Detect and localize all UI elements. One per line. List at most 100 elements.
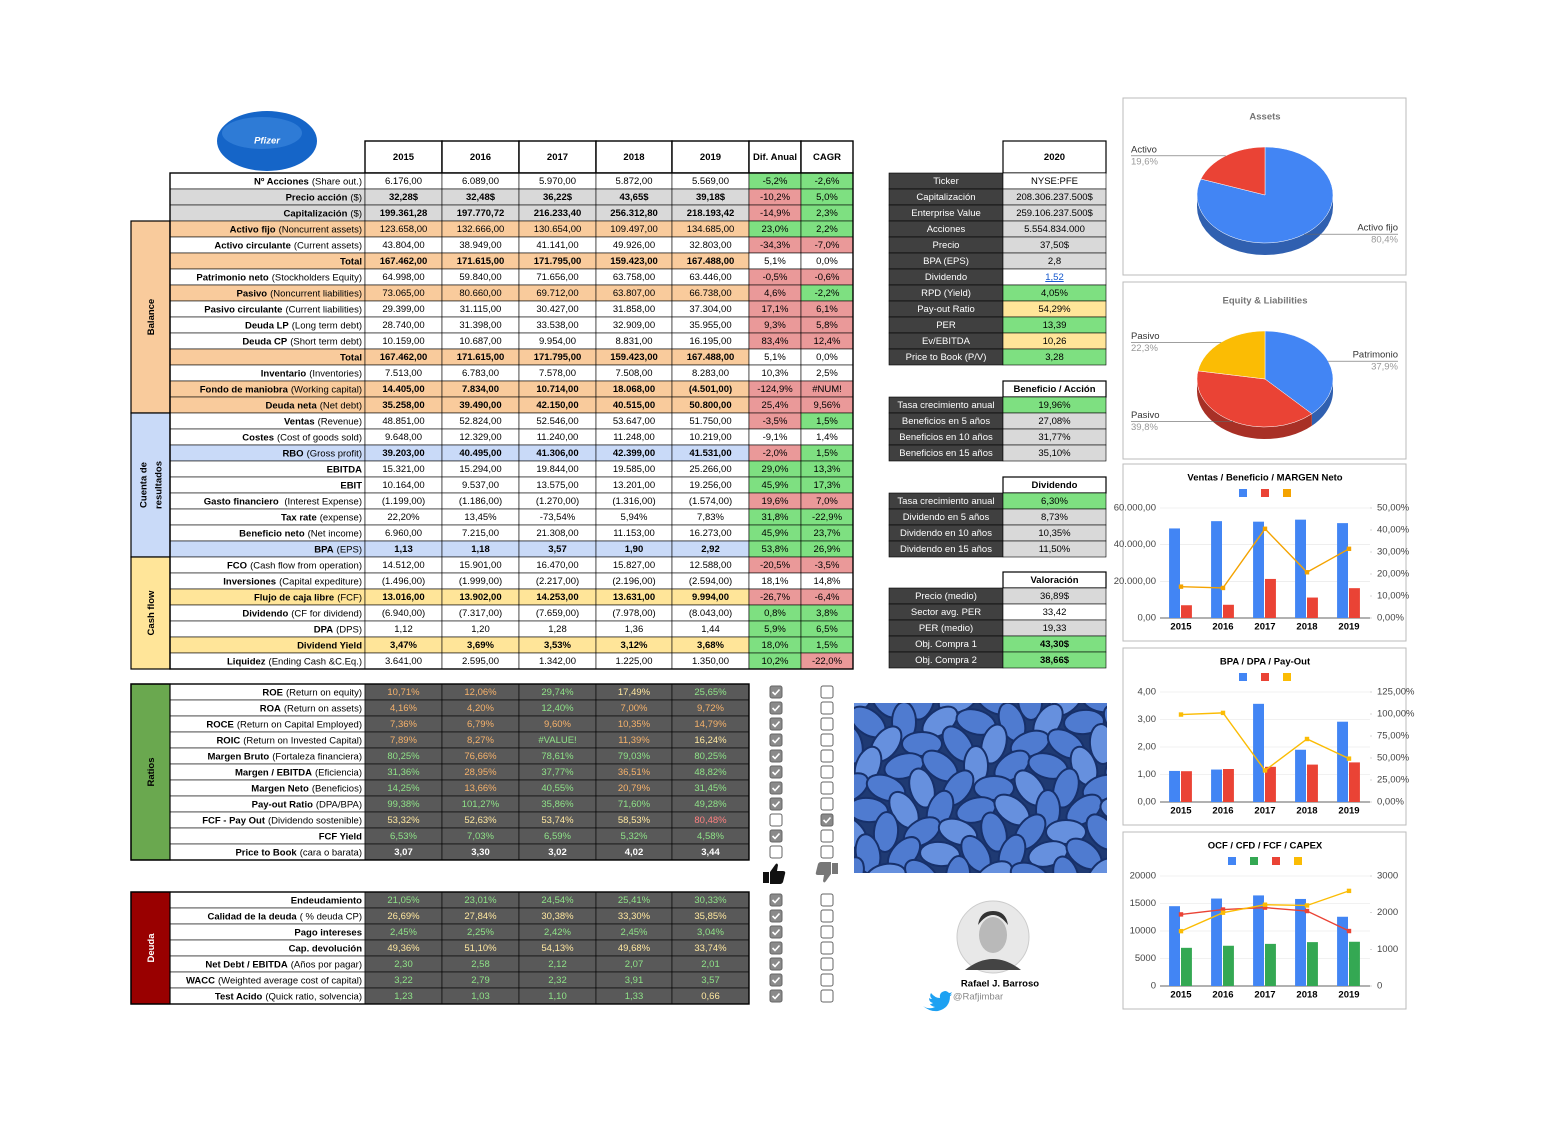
cell-text: Dividendo en 5 años — [903, 512, 990, 523]
cell-text: 4,05% — [1041, 288, 1068, 299]
cell-text: -14,9% — [760, 208, 791, 219]
pie-value-label: 19,6% — [1131, 156, 1158, 167]
pie-label: Activo fijo — [1357, 223, 1398, 234]
cell-text: Capitalización — [916, 192, 975, 203]
cell-text: 80.660,00 — [459, 288, 501, 299]
cell-text: 1,33 — [625, 991, 644, 1002]
cell-text: 171.615,00 — [457, 256, 505, 267]
cell-text: 8.831,00 — [616, 336, 653, 347]
label-note: (Dividendo sostenible) — [268, 815, 362, 826]
line-marker — [1262, 905, 1268, 910]
label-main: Gasto financiero — [204, 496, 279, 507]
cell-text: 7,36% — [390, 719, 417, 730]
cell-text: 40.495,00 — [459, 448, 501, 459]
cell-text: -6,4% — [815, 592, 840, 603]
bar — [1169, 770, 1180, 802]
cell-text: 2,79 — [471, 975, 490, 986]
cell-text: 99,38% — [387, 799, 420, 810]
y2-tick-label: 40,00% — [1377, 525, 1410, 536]
table-border — [169, 172, 854, 670]
checkmark — [771, 736, 781, 744]
cell-text: 23,7% — [814, 528, 841, 539]
y-tick-label: 5000 — [1135, 953, 1156, 964]
row-label: Fondo de maniobra (Working capital) — [200, 384, 362, 395]
cell-text: 43,65$ — [619, 192, 649, 203]
label-main: FCF Yield — [319, 831, 362, 842]
header-text: 2020 — [1044, 152, 1065, 163]
x-tick-label: 2015 — [1170, 806, 1192, 817]
cell-text: 8,27% — [467, 735, 494, 746]
label-note: (Return on Invested Capital) — [243, 735, 362, 746]
y2-tick-label: 0 — [1377, 981, 1382, 992]
twitter-icon[interactable] — [923, 991, 952, 1012]
section-label-line: Deuda — [146, 933, 157, 963]
bar — [1181, 605, 1192, 618]
cell-text: 2,58 — [471, 959, 490, 970]
cell-text: -124,9% — [757, 384, 793, 395]
y2-tick-label: 3000 — [1377, 871, 1398, 882]
pie-label: Pasivo — [1131, 331, 1160, 342]
row-label: Beneficio neto (Net income) — [239, 528, 362, 539]
label-note: ($) — [350, 192, 362, 203]
checkbox — [820, 749, 834, 763]
cell-text: 48.851,00 — [382, 416, 424, 427]
legend-swatch — [1294, 857, 1302, 865]
cell-text: 2.595,00 — [462, 656, 499, 667]
chart-title: Assets — [1249, 112, 1280, 123]
cell-text: Acciones — [927, 224, 966, 235]
y-tick-label: 60.000,00 — [1114, 503, 1156, 514]
x-tick-label: 2016 — [1212, 622, 1233, 633]
label-main: EBITDA — [327, 464, 363, 475]
cell-text: 42.399,00 — [613, 448, 655, 459]
label-note: (Stockholders Equity) — [272, 272, 362, 283]
bar — [1349, 588, 1360, 618]
cell-text: Tasa crecimiento anual — [897, 496, 994, 507]
label-main: Net Debt / EBITDA — [205, 959, 287, 970]
label-note: (EPS) — [337, 544, 362, 555]
cell-text: 3.641,00 — [385, 656, 422, 667]
cell-text: -34,3% — [760, 240, 791, 251]
cell-text: 13,45% — [464, 512, 497, 523]
cell-text: 6,59% — [544, 831, 571, 842]
legend-swatch — [1250, 857, 1258, 865]
cell-text: 10,2% — [762, 656, 789, 667]
cell-text: 13.201,00 — [613, 480, 655, 491]
pie-slice — [1197, 330, 1266, 380]
cell-text: 109.497,00 — [610, 224, 658, 235]
cell-text: 5.569,00 — [692, 176, 729, 187]
checkbox — [769, 893, 783, 907]
label-main: Dividend Yield — [297, 640, 362, 651]
cell-text: 33,74% — [694, 943, 727, 954]
thumbs-up-icon — [763, 863, 786, 884]
legend-swatch — [1228, 857, 1236, 865]
cell-text: 53,32% — [387, 815, 420, 826]
cell-text: BPA (EPS) — [923, 256, 969, 267]
x-tick-label: 2017 — [1254, 806, 1275, 817]
cell — [1002, 444, 1107, 462]
y2-tick-label: 50,00% — [1377, 753, 1410, 764]
twitter-bird[interactable] — [923, 991, 952, 1012]
logo-text: Pfizer — [254, 136, 281, 147]
row-label: Flujo de caja libre (FCF) — [254, 592, 362, 603]
cell-text: 1,23 — [394, 991, 413, 1002]
pie-side — [1311, 379, 1333, 426]
label-main: Total — [340, 256, 362, 267]
cell-text: (6.940,00) — [382, 608, 425, 619]
checkbox — [820, 925, 834, 939]
checkmark — [771, 688, 781, 696]
label-cell — [169, 252, 366, 270]
section-label: Cash flow — [146, 590, 157, 635]
cell-text: 3,57 — [701, 975, 720, 986]
label-note: (Noncurrent assets) — [279, 224, 362, 235]
cell-text: 69.712,00 — [536, 288, 578, 299]
cell-text: 16.195,00 — [689, 336, 731, 347]
label-note: (Working capital) — [291, 384, 362, 395]
checkmark — [771, 976, 781, 984]
cell-text: (1.574,00) — [689, 496, 732, 507]
cell-text: 18,0% — [762, 640, 789, 651]
cell-text: 31,8% — [762, 512, 789, 523]
x-tick-label: 2018 — [1296, 622, 1317, 633]
x-tick-label: 2019 — [1338, 806, 1359, 817]
cell-text: -0,5% — [763, 272, 788, 283]
cell-text: 3,69% — [467, 640, 494, 651]
